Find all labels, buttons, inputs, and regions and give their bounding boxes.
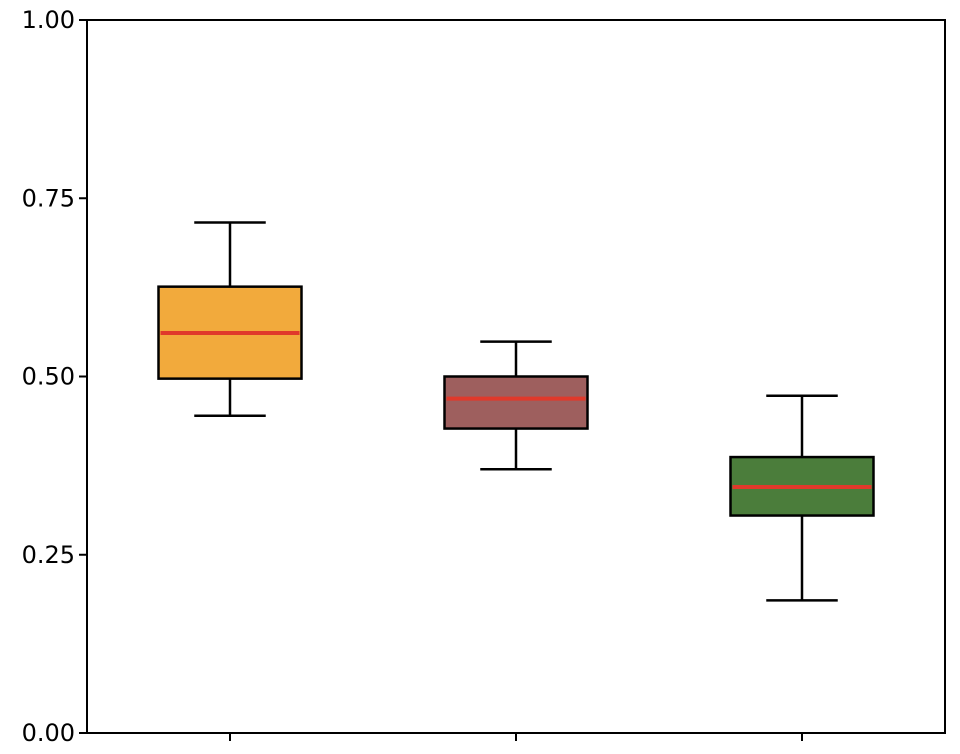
- y-tick-label: 0.50: [22, 363, 75, 391]
- y-tick-label: 0.00: [22, 719, 75, 747]
- box-2: [443, 340, 589, 471]
- y-tick-label: 1.00: [22, 6, 75, 34]
- box-3: [729, 394, 875, 602]
- y-tick-label: 0.25: [22, 541, 75, 569]
- boxes-group: [157, 221, 875, 602]
- box-1: [157, 221, 303, 417]
- y-tick-label: 0.75: [22, 184, 75, 212]
- y-axis: 0.00 0.25 0.50 0.75 1.00: [22, 6, 87, 747]
- box-body: [443, 375, 589, 430]
- x-axis: [229, 733, 803, 741]
